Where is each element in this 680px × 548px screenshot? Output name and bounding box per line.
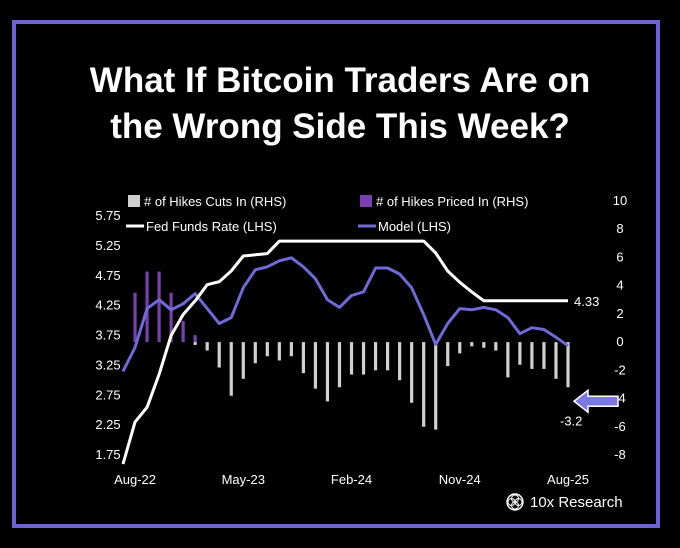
hikes-cuts-bar xyxy=(337,342,342,388)
lhs-tick-label: 2.25 xyxy=(95,417,120,432)
legend-label-hikes-priced: # of Hikes Priced In (RHS) xyxy=(376,194,528,209)
hikes-cuts-bar xyxy=(554,342,558,379)
x-tick-label: Aug-25 xyxy=(547,472,589,487)
hikes-cuts-bar xyxy=(217,342,221,368)
hikes-cuts-bar xyxy=(205,342,209,351)
hikes-cuts-bar xyxy=(542,342,546,369)
hikes-cuts-bar xyxy=(470,342,474,347)
hikes-cuts-bar xyxy=(373,342,378,371)
legend-label-fed-funds: Fed Funds Rate (LHS) xyxy=(146,219,277,234)
lhs-tick-label: 4.25 xyxy=(95,298,120,313)
brand: 10x Research xyxy=(506,492,623,512)
hikes-cuts-last-label: -3.2 xyxy=(560,413,582,428)
model-line xyxy=(121,256,569,373)
hikes-cuts-bar xyxy=(361,342,366,375)
lhs-tick-label: 5.25 xyxy=(95,238,120,253)
hikes-priced-bar xyxy=(193,335,197,343)
hikes-cuts-bar xyxy=(506,342,510,378)
title-line-1: What If Bitcoin Traders Are on xyxy=(89,61,591,100)
legend: # of Hikes Cuts In (RHS) # of Hikes Pric… xyxy=(126,194,528,234)
fed-funds-last-label: 4.33 xyxy=(574,294,599,309)
chart-frame xyxy=(12,20,660,528)
hikes-cuts-bar xyxy=(566,342,570,388)
rhs-tick-label: 8 xyxy=(616,221,623,236)
hikes-cuts-bar xyxy=(265,342,269,357)
hikes-cuts-bar xyxy=(398,342,402,381)
hikes-cuts-bar xyxy=(253,342,257,364)
hikes-cuts-bar xyxy=(530,342,534,369)
hikes-cuts-bar xyxy=(494,342,498,351)
rhs-tick-label: -4 xyxy=(614,391,626,406)
hikes-cuts-bar xyxy=(277,342,281,361)
lhs-tick-label: 1.75 xyxy=(95,447,120,462)
rhs-tick-label: 0 xyxy=(616,334,623,349)
rhs-tick-label: 4 xyxy=(616,278,623,293)
hikes-priced-bar xyxy=(169,292,173,343)
lhs-tick-label: 4.75 xyxy=(95,268,120,283)
x-tick-label: Feb-24 xyxy=(331,472,372,487)
hikes-cuts-bar xyxy=(229,342,233,396)
legend-label-model: Model (LHS) xyxy=(378,219,451,234)
x-tick-label: Aug-22 xyxy=(114,472,156,487)
chart-title: What If Bitcoin Traders Are on the Wrong… xyxy=(0,58,680,150)
lhs-tick-label: 3.25 xyxy=(95,357,120,372)
hikes-cuts-bar xyxy=(241,342,245,379)
title-line-2: the Wrong Side This Week? xyxy=(110,107,570,146)
rhs-tick-label: 10 xyxy=(613,193,627,208)
lhs-tick-label: 3.75 xyxy=(95,328,120,343)
rhs-tick-label: 6 xyxy=(616,249,623,264)
fed-funds-line xyxy=(121,239,568,465)
hikes-cuts-bar xyxy=(518,342,522,365)
hikes-cuts-bar xyxy=(301,342,306,374)
hikes-cuts-bar xyxy=(325,342,330,402)
lines xyxy=(121,239,569,465)
hikes-cuts-bar xyxy=(193,342,197,345)
hikes-cuts-bar xyxy=(458,342,462,354)
rhs-tick-label: 2 xyxy=(616,306,623,321)
axes: 5.75 5.25 4.75 4.25 3.75 3.25 2.75 2.25 1.75 10 8 6… xyxy=(95,193,627,487)
hikes-cuts-bar xyxy=(410,342,414,403)
hikes-priced-bar xyxy=(133,292,137,343)
hikes-cuts-bar xyxy=(349,342,354,375)
legend-swatch-hikes-priced xyxy=(360,195,372,207)
arrow-icon xyxy=(572,388,619,414)
brand-name: 10x Research xyxy=(530,493,623,511)
rhs-tick-label: -6 xyxy=(614,419,626,434)
lhs-tick-label: 5.75 xyxy=(95,208,120,223)
hikes-priced-bar xyxy=(181,320,185,343)
hikes-cuts-bar xyxy=(482,342,486,348)
annotations: 4.33 -3.2 xyxy=(560,294,619,428)
hikes-cuts-bar xyxy=(385,342,390,371)
rhs-tick-label: -2 xyxy=(614,362,626,377)
x-tick-label: Nov-24 xyxy=(439,472,481,487)
rhs-tick-label: -8 xyxy=(614,447,626,462)
x-tick-label: May-23 xyxy=(222,472,265,487)
10x-logo-icon xyxy=(506,493,524,511)
hikes-cuts-bar xyxy=(289,342,293,357)
legend-label-hikes-cuts: # of Hikes Cuts In (RHS) xyxy=(144,194,286,209)
legend-swatch-hikes-cuts xyxy=(128,195,140,207)
hikes-cuts-bar xyxy=(422,342,426,427)
hikes-cuts-bar xyxy=(313,342,318,389)
hikes-cuts-bar xyxy=(446,342,450,367)
hikes-priced-bar xyxy=(157,271,161,343)
hikes-cuts-bar xyxy=(434,342,438,430)
lhs-tick-label: 2.75 xyxy=(95,387,120,402)
